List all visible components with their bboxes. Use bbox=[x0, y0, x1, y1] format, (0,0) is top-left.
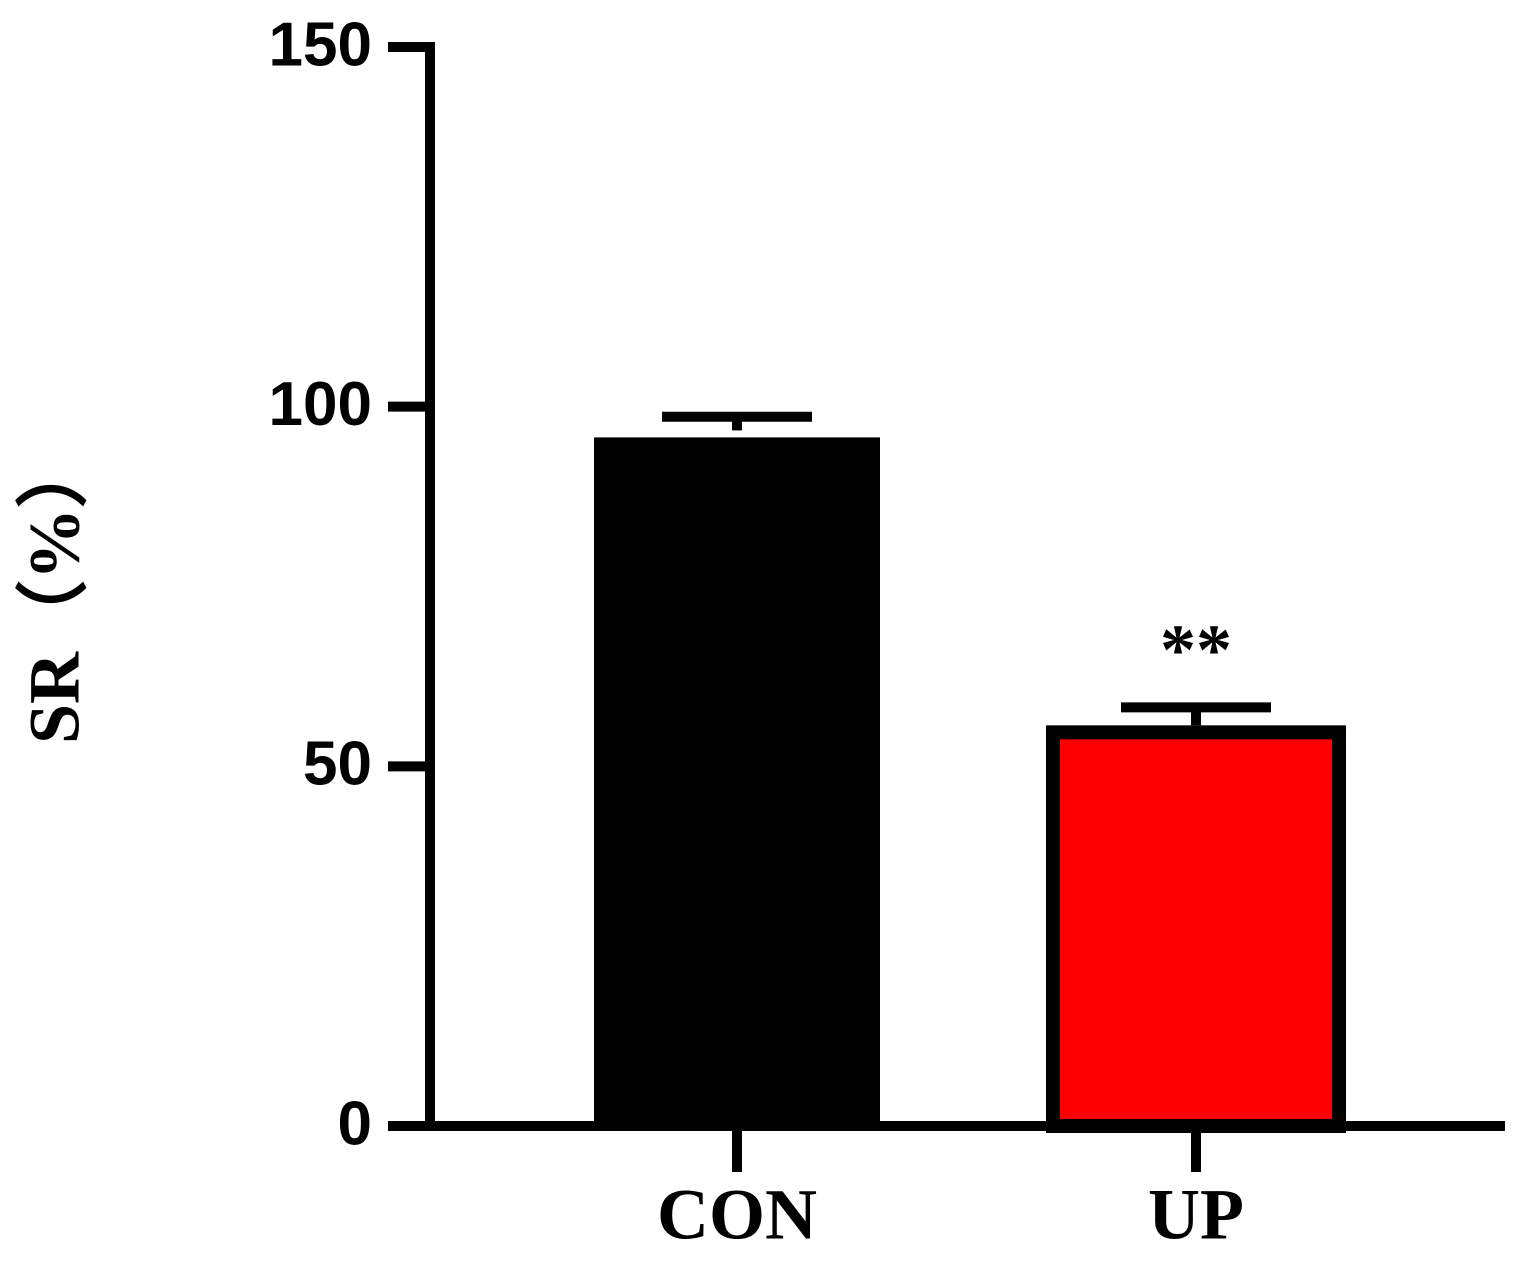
significance-annotation: ** bbox=[1160, 610, 1232, 690]
bar bbox=[594, 437, 880, 1126]
y-tick-label: 150 bbox=[269, 10, 372, 79]
y-tick-label: 0 bbox=[338, 1089, 372, 1158]
y-tick-label: 100 bbox=[269, 370, 372, 439]
x-tick-label: CON bbox=[657, 1175, 817, 1255]
y-axis-label: SR（%） bbox=[15, 436, 95, 744]
bar bbox=[1046, 725, 1346, 1134]
y-tick-label: 50 bbox=[303, 730, 372, 799]
x-tick-label: UP bbox=[1148, 1175, 1244, 1255]
